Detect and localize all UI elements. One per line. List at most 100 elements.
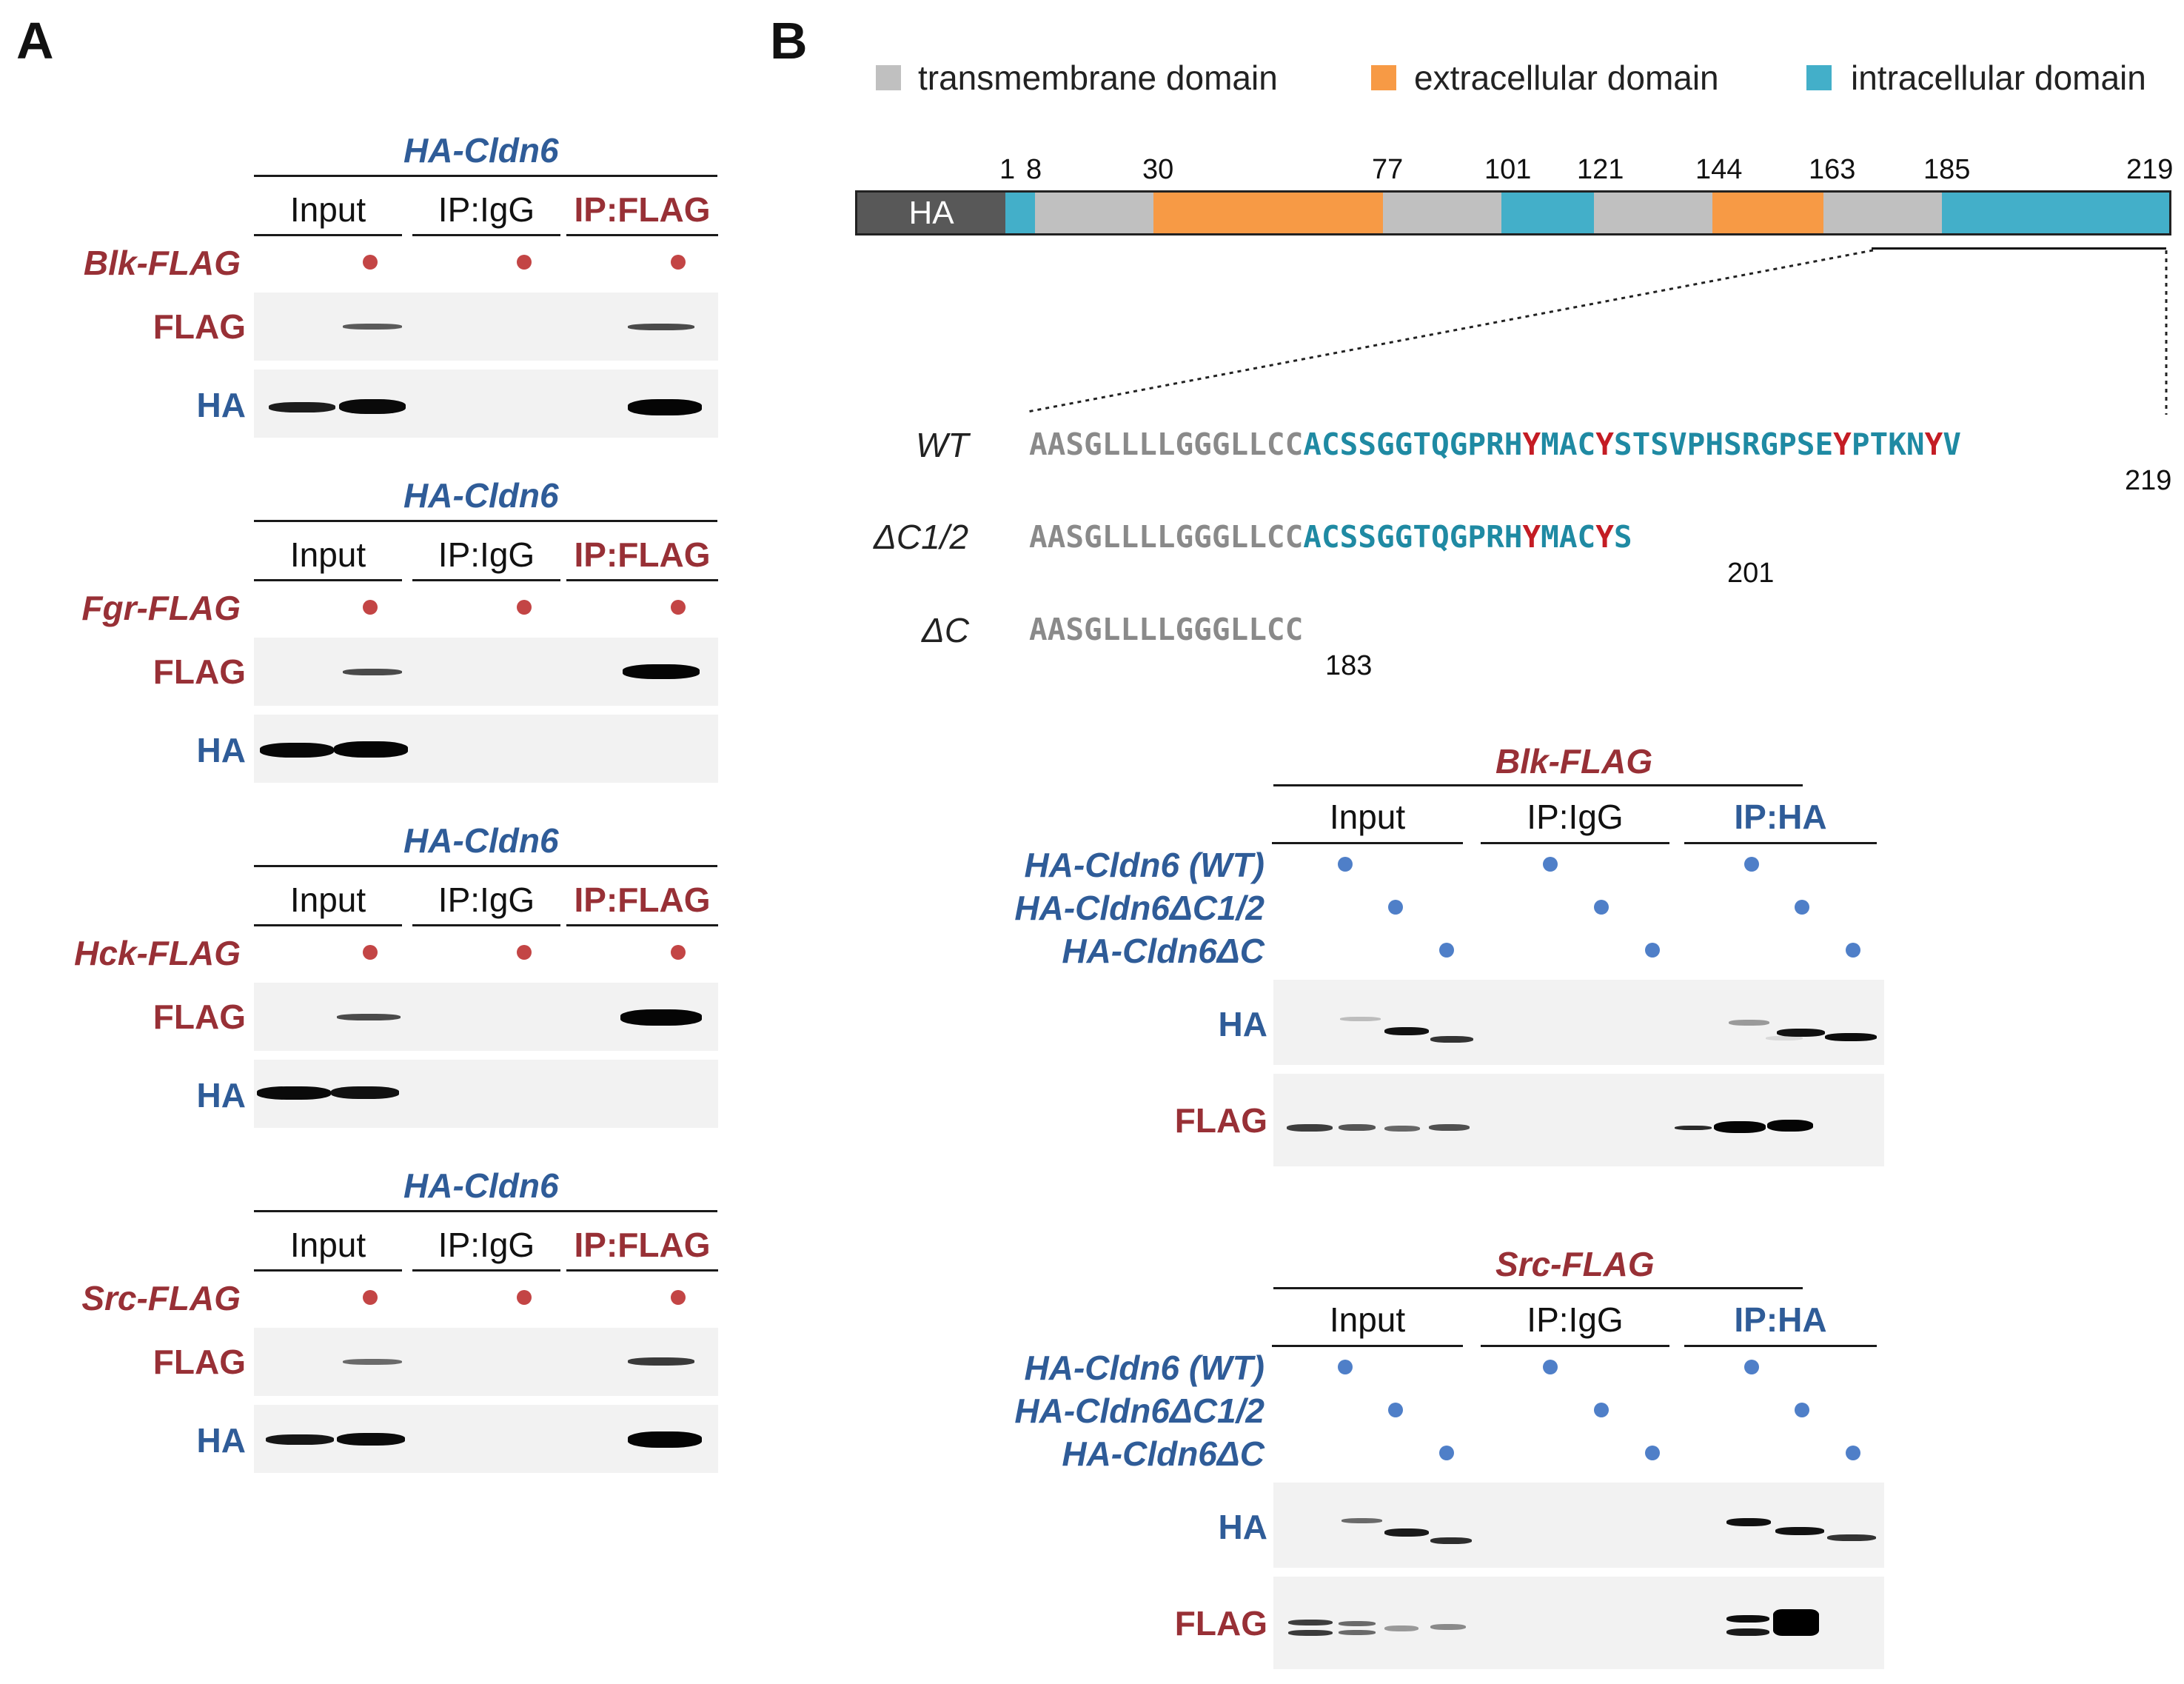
blot-row-label: HA — [196, 1076, 246, 1115]
kinase-label: Fgr-FLAG — [81, 589, 241, 627]
blot-row-label: HA — [196, 731, 246, 769]
blot-band — [1339, 1621, 1376, 1626]
lane-underline — [254, 924, 402, 926]
lane-marker-dot — [671, 1290, 686, 1305]
blot-band — [1729, 1020, 1769, 1026]
lane-input: Input — [1329, 798, 1406, 836]
western-blot-strip — [1273, 1577, 1884, 1669]
seq-transmembrane-part: AASGLLLLGGGLLCC — [1029, 519, 1304, 555]
blot-band — [339, 399, 406, 414]
lane-underline — [412, 1269, 560, 1272]
sequence-wt: AASGLLLLGGGLLCCACSSGGTQGPRHYMACYSTSVPHSR… — [1029, 430, 1961, 460]
seq-intracellular-part: PTKN — [1851, 427, 1925, 462]
blot-band — [1384, 1126, 1420, 1132]
lane-marker-dot — [1388, 1403, 1403, 1417]
seq-tyrosine: Y — [1522, 519, 1541, 555]
lane-ip-igg: IP:IgG — [438, 535, 535, 574]
lane-marker-dot — [1744, 857, 1759, 872]
blot-band — [1339, 1124, 1376, 1131]
lane-marker-dot — [1594, 900, 1609, 915]
transmembrane-segment — [1594, 193, 1712, 233]
legend-swatch-intracellular — [1806, 65, 1832, 90]
blot-band — [1726, 1628, 1769, 1636]
blot-band — [1773, 1609, 1819, 1636]
blot-block-b-src: Src-FLAG Input IP:IgG IP:HA HA-Cldn6 (WT… — [977, 1240, 1903, 1684]
blot-block-fgr: HA-Cldn6 Input IP:IgG IP:FLAG Fgr-FLAG F… — [0, 471, 740, 797]
blot-band — [337, 1433, 405, 1446]
sequence-end-number: 183 — [1325, 650, 1373, 681]
blot-row-label: FLAG — [1174, 1604, 1267, 1643]
western-blot-strip — [254, 1405, 718, 1473]
sequence-dc: AASGLLLLGGGLLCC — [1029, 615, 1303, 645]
construct-label-dc12: HA-Cldn6ΔC1/2 — [1014, 1391, 1264, 1430]
lane-marker-dot — [1846, 943, 1860, 958]
position-number: 121 — [1577, 154, 1624, 185]
construct-underline — [254, 1210, 717, 1212]
lane-marker-dot — [363, 600, 378, 615]
zoom-dotted-lines — [1027, 249, 2168, 415]
legend-swatch-transmembrane — [876, 65, 901, 90]
lane-underline — [254, 579, 402, 581]
lane-marker-dot — [1439, 1446, 1454, 1460]
extracellular-segment — [1153, 193, 1383, 233]
position-number: 101 — [1484, 154, 1532, 185]
position-number: 219 — [2126, 154, 2174, 185]
blot-band — [1767, 1120, 1813, 1132]
position-number: 30 — [1142, 154, 1174, 185]
blot-band — [1339, 1630, 1376, 1635]
blot-band — [1675, 1126, 1712, 1130]
lane-underline — [566, 1269, 718, 1272]
blot-band — [1775, 1527, 1824, 1535]
blot-band — [628, 1357, 694, 1366]
lane-ip-igg: IP:IgG — [438, 881, 535, 919]
kinase-label: Blk-FLAG — [83, 244, 241, 282]
seq-tyrosine: Y — [1595, 519, 1614, 555]
lane-input: Input — [289, 881, 366, 919]
lane-underline — [412, 924, 560, 926]
kinase-label: Src-FLAG — [1495, 1245, 1655, 1283]
construct-underline — [254, 865, 717, 867]
lane-marker-dot — [1338, 857, 1353, 872]
construct-label: HA-Cldn6 — [403, 821, 559, 860]
western-blot-strip — [1273, 1483, 1884, 1568]
blot-band — [1340, 1017, 1381, 1021]
lane-underline — [254, 1269, 402, 1272]
lane-ip-ha: IP:HA — [1734, 798, 1827, 836]
seq-tyrosine: Y — [1833, 427, 1852, 462]
legend-label-transmembrane: transmembrane domain — [918, 59, 1278, 97]
blot-band — [1384, 1625, 1418, 1631]
blot-row-label: FLAG — [153, 652, 246, 691]
seq-intracellular-part: ACSSGGTQGPRH — [1303, 427, 1523, 462]
position-number: 1 — [999, 154, 1016, 185]
western-blot-strip — [254, 1328, 718, 1396]
western-blot-strip — [1273, 1074, 1884, 1166]
kinase-label: Src-FLAG — [81, 1279, 241, 1317]
lane-ip-flag: IP:FLAG — [574, 535, 711, 574]
intracellular-segment — [1942, 193, 2169, 233]
blot-band — [1341, 1518, 1382, 1523]
blot-row-label: FLAG — [153, 998, 246, 1036]
lane-underline — [1684, 842, 1877, 844]
lane-underline — [1481, 1345, 1669, 1347]
lane-ip-flag: IP:FLAG — [574, 881, 711, 919]
extracellular-segment — [1712, 193, 1823, 233]
lane-input: Input — [289, 1226, 366, 1264]
lane-underline — [254, 234, 402, 236]
intracellular-segment — [1501, 193, 1594, 233]
blot-band — [1726, 1518, 1771, 1526]
lane-marker-dot — [363, 945, 378, 960]
blot-band — [623, 664, 700, 679]
construct-label: HA-Cldn6 — [403, 131, 559, 170]
western-blot-strip — [1273, 980, 1884, 1065]
lane-marker-dot — [517, 945, 532, 960]
construct-label-dc: HA-Cldn6ΔC — [1062, 1434, 1264, 1473]
kinase-underline — [1273, 784, 1803, 786]
blot-band — [1288, 1630, 1333, 1636]
lane-marker-dot — [363, 255, 378, 270]
blot-band — [331, 1086, 399, 1099]
lane-marker-dot — [1338, 1360, 1353, 1374]
kinase-underline — [1273, 1287, 1803, 1289]
blot-band — [260, 743, 334, 758]
lane-ip-igg: IP:IgG — [438, 1226, 535, 1264]
blot-row-label: FLAG — [153, 307, 246, 346]
